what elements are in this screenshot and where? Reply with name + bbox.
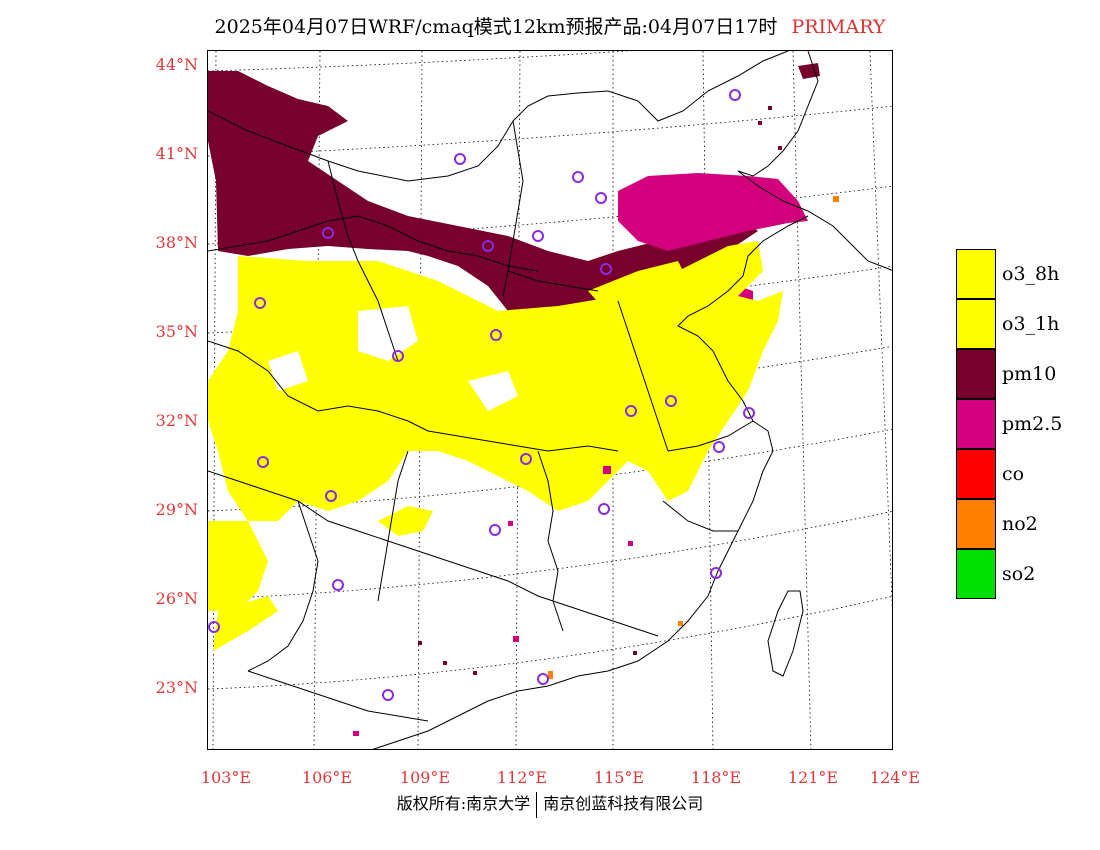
city-marker [392,350,404,362]
lon-label: 106°E [301,768,353,787]
city-marker [729,89,741,101]
legend-label: o3_1h [1002,313,1060,335]
lat-label: 32°N [155,411,198,430]
lon-label: 118°E [690,768,742,787]
city-markers [208,89,755,701]
legend-swatch [956,499,996,549]
legend-label: so2 [1002,563,1036,585]
lat-label: 29°N [155,500,198,519]
pm25-region [618,173,808,251]
city-marker [322,227,334,239]
o3-region [378,506,433,536]
o3-region [213,596,278,651]
lon-label: 124°E [869,768,921,787]
city-marker [382,689,394,701]
city-marker [572,171,584,183]
city-marker [537,673,549,685]
legend-swatch [956,399,996,449]
lat-label: 38°N [155,233,198,252]
legend-swatch [956,299,996,349]
title-text: 2025年04月07日WRF/cmaq模式12km预报产品:04月07日17时 [214,16,778,38]
lat-label: 41°N [155,144,198,163]
city-marker [490,329,502,341]
city-marker [489,524,501,536]
city-marker [743,407,755,419]
forecast-map [207,50,893,750]
city-marker [208,621,220,633]
legend-swatch [956,249,996,299]
copyright-left: 版权所有:南京大学 [396,794,531,813]
city-marker [532,230,544,242]
legend-swatch [956,449,996,499]
lat-label: 44°N [155,55,198,74]
legend-label: pm2.5 [1002,413,1063,435]
city-marker [625,405,637,417]
map-title: 2025年04月07日WRF/cmaq模式12km预报产品:04月07日17时 P… [0,12,1100,39]
o3-region [208,521,268,611]
city-marker [482,240,494,252]
lat-label: 23°N [155,678,198,697]
footer-separator [536,791,538,818]
lon-label: 112°E [496,768,548,787]
lat-label: 26°N [155,589,198,608]
legend-swatch [956,549,996,599]
city-marker [710,567,722,579]
copyright-right: 南京创蓝科技有限公司 [543,794,704,813]
lon-label: 109°E [399,768,451,787]
city-marker [520,453,532,465]
lon-label: 103°E [200,768,252,787]
legend-label: no2 [1002,513,1038,535]
city-marker [325,490,337,502]
city-marker [713,441,725,453]
copyright-footer: 版权所有:南京大学 南京创蓝科技有限公司 [0,790,1100,818]
legend-label: o3_8h [1002,263,1060,285]
city-marker [600,263,612,275]
city-marker [598,503,610,515]
primary-tag: PRIMARY [791,16,886,38]
city-marker [665,395,677,407]
map-canvas [208,51,892,749]
city-marker [254,297,266,309]
boundaries [208,51,892,749]
city-marker [595,192,607,204]
city-marker [454,153,466,165]
legend-label: pm10 [1002,363,1057,385]
lon-label: 115°E [593,768,645,787]
lat-label: 35°N [155,322,198,341]
pm10-region [208,71,758,321]
lon-label: 121°E [787,768,839,787]
city-marker [257,456,269,468]
legend-label: co [1002,463,1025,485]
pollution-fields [208,63,839,736]
city-marker [332,579,344,591]
legend-swatch [956,349,996,399]
pm10-region [798,63,820,79]
